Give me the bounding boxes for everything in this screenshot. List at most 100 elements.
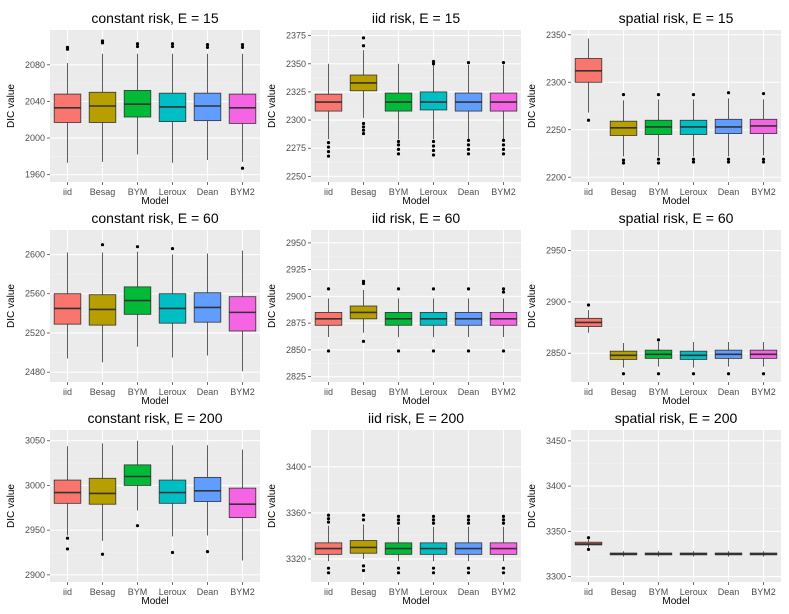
box-besag <box>88 39 117 162</box>
outlier-point <box>361 121 366 126</box>
x-tick-label: Besag <box>351 587 377 597</box>
y-tick-label: 2950 <box>25 525 45 535</box>
x-tick-label: BYM <box>649 387 669 397</box>
box-leroux <box>158 42 187 163</box>
box-bym <box>644 93 673 165</box>
outlier-point <box>396 566 401 570</box>
outlier-point <box>586 118 591 122</box>
x-tick-label: Besag <box>351 387 377 397</box>
x-tick-label: BYM <box>128 387 148 397</box>
box-bym2 <box>228 250 257 372</box>
chart-panel-9: 3300 3350 3400 3450 iid Besag BYM Leroux Dean BYM… <box>527 410 781 607</box>
outlier-point <box>240 166 245 170</box>
x-tick-label: iid <box>63 187 72 197</box>
x-tick-label: Dean <box>718 187 740 197</box>
box-bym <box>644 551 673 557</box>
outlier-point <box>431 287 436 291</box>
y-tick-label: 2250 <box>286 171 306 181</box>
outlier-point <box>396 521 401 525</box>
x-tick-label: Dean <box>197 187 219 197</box>
outlier-point <box>466 152 471 156</box>
box-leroux <box>679 551 708 557</box>
box-leroux <box>419 514 448 575</box>
panel-title: spatial risk, E = 200 <box>615 410 738 426</box>
box-besag <box>349 279 378 343</box>
outlier-point <box>326 287 331 291</box>
box-body <box>88 477 117 505</box>
x-tick-label: Dean <box>458 187 480 197</box>
box-leroux <box>158 445 187 555</box>
outlier-point <box>501 518 506 522</box>
outlier-point <box>431 62 436 66</box>
y-tick-label: 3350 <box>546 526 566 536</box>
x-tick-label: iid <box>584 587 593 597</box>
box-besag <box>88 243 117 363</box>
y-tick-label: 3400 <box>286 462 306 472</box>
outlier-point <box>726 157 731 161</box>
outlier-point <box>501 571 506 575</box>
outlier-point <box>326 140 331 145</box>
outlier-point <box>170 247 175 251</box>
outlier-point <box>656 93 661 97</box>
box-leroux <box>679 341 708 376</box>
x-tick-label: Leroux <box>680 387 708 397</box>
x-axis-label: Model <box>402 196 429 207</box>
box-bym <box>123 245 152 347</box>
outlier-point <box>761 157 766 161</box>
x-tick-label: Besag <box>90 587 116 597</box>
box-bym2 <box>228 43 257 170</box>
outlier-point <box>240 43 245 47</box>
y-tick-label: 2275 <box>286 143 306 153</box>
outlier-point <box>431 59 436 64</box>
x-tick-label: BYM2 <box>230 387 255 397</box>
outlier-point <box>501 349 506 353</box>
box-dean <box>193 43 222 161</box>
box-bym2 <box>489 514 518 575</box>
x-tick-label: Leroux <box>680 587 708 597</box>
outlier-point <box>205 43 210 47</box>
y-tick-label: 1960 <box>25 170 45 180</box>
x-tick-label: BYM <box>128 587 148 597</box>
box-bym <box>384 514 413 575</box>
y-axis-label: DIC value <box>267 284 278 328</box>
x-tick-label: BYM <box>649 587 669 597</box>
outlier-point <box>501 61 506 65</box>
box-body <box>123 464 152 486</box>
box-dean <box>714 91 743 164</box>
box-leroux <box>419 287 448 353</box>
x-tick-label: Dean <box>197 587 219 597</box>
outlier-point <box>466 143 471 147</box>
outlier-point <box>726 372 731 376</box>
box-bym2 <box>749 551 778 557</box>
outlier-point <box>396 152 401 156</box>
box-body <box>228 93 257 124</box>
outlier-point <box>501 152 506 156</box>
outlier-point <box>170 550 175 555</box>
y-tick-label: 3320 <box>286 554 306 564</box>
outlier-point <box>466 138 471 142</box>
outlier-point <box>586 547 591 552</box>
y-axis-label: DIC value <box>527 84 538 128</box>
y-axis-label: DIC value <box>267 84 278 128</box>
outlier-point <box>135 42 140 46</box>
outlier-point <box>501 143 506 147</box>
y-tick-label: 3400 <box>546 481 566 491</box>
box-iid <box>314 63 343 158</box>
panel-background <box>50 30 260 182</box>
outlier-point <box>466 349 471 353</box>
box-body <box>158 479 187 504</box>
outlier-point <box>361 128 366 132</box>
y-tick-label: 2875 <box>286 318 306 328</box>
panel-background <box>311 430 521 582</box>
x-tick-label: Dean <box>718 587 740 597</box>
x-tick-label: Dean <box>197 387 219 397</box>
box-body <box>193 92 222 122</box>
x-tick-label: iid <box>324 587 333 597</box>
y-tick-label: 2925 <box>286 265 306 275</box>
x-tick-label: BYM2 <box>491 187 516 197</box>
outlier-point <box>135 44 140 49</box>
y-tick-label: 2300 <box>286 115 306 125</box>
x-tick-label: BYM2 <box>491 387 516 397</box>
outlier-point <box>586 303 591 307</box>
outlier-point <box>135 245 140 249</box>
